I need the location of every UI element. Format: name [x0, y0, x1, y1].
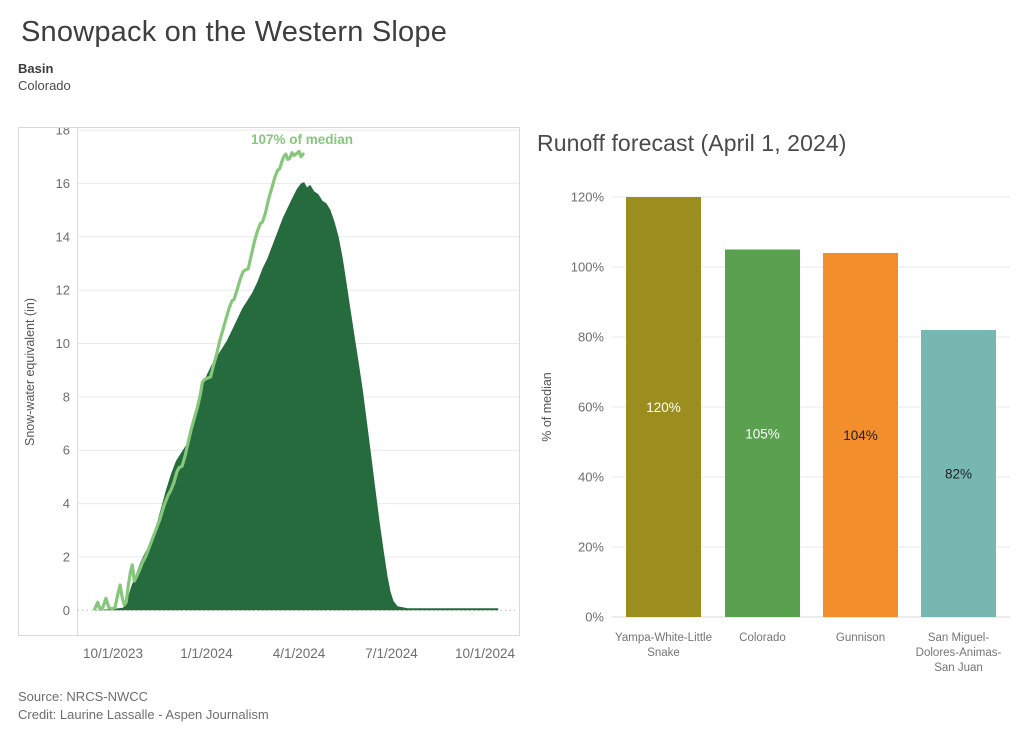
category-label: Gunnison: [836, 632, 885, 644]
x-tick-label: 4/1/2024: [273, 646, 326, 661]
y-tick-label: 10: [56, 336, 70, 351]
y-tick-label: 14: [56, 229, 70, 244]
page-title: Snowpack on the Western Slope: [21, 16, 448, 48]
runoff-chart: Runoff forecast (April 1, 2024) 0% 20% 40%…: [537, 130, 1024, 690]
snowpack-chart-canvas: 0 2 4 6 8 10 12 14 16 18 107% of median Snow-water …: [18, 127, 520, 661]
y-tick-label: 60%: [578, 400, 604, 415]
median-snowpack-area[interactable]: [94, 182, 499, 611]
panel-border: [18, 127, 520, 636]
x-tick-label: 10/1/2023: [83, 646, 143, 661]
bar-value-label: 82%: [945, 467, 972, 482]
y-tick-label: 6: [63, 443, 70, 458]
y-axis-title: % of median: [540, 372, 554, 442]
source-note: Source: NRCS-NWCC: [18, 689, 149, 704]
x-tick-label: 10/1/2024: [455, 646, 516, 661]
y-tick-label: 8: [63, 389, 70, 404]
y-tick-label: 0: [63, 603, 70, 618]
runoff-bar-1[interactable]: [626, 197, 701, 617]
y-tick-label: 16: [56, 176, 70, 191]
basin-filter-label: Basin: [18, 61, 54, 76]
y-tick-label: 0%: [585, 610, 604, 625]
runoff-chart-title: Runoff forecast (April 1, 2024): [537, 130, 847, 156]
x-tick-label: 1/1/2024: [180, 646, 233, 661]
y-tick-label: 2: [63, 549, 70, 564]
y-tick-label: 4: [63, 496, 70, 511]
runoff-chart-canvas: 0% 20% 40% 60% 80% 100% 120% 120% Yampa-White-Li…: [540, 190, 1010, 674]
y-tick-label: 18: [56, 127, 70, 138]
basin-filter: Basin Colorado: [18, 61, 71, 94]
snowpack-chart: 0 2 4 6 8 10 12 14 16 18 107% of median Snow-water …: [18, 127, 520, 672]
y-tick-label: 12: [56, 283, 70, 298]
median-annotation: 107% of median: [251, 132, 353, 147]
current-snowpack-line[interactable]: [93, 149, 305, 611]
footer-notes: Source: NRCS-NWCC Credit: Laurine Lassal…: [18, 688, 269, 724]
basin-filter-value[interactable]: Colorado: [18, 78, 71, 93]
y-tick-label: 120%: [571, 190, 605, 205]
y-tick-label: 20%: [578, 540, 604, 555]
category-label: San Miguel-Dolores-Animas-San Juan: [916, 632, 1002, 674]
runoff-bar-4[interactable]: [921, 330, 996, 617]
credit-note: Credit: Laurine Lassalle - Aspen Journal…: [18, 707, 269, 722]
y-tick-label: 80%: [578, 330, 604, 345]
category-label: Colorado: [739, 632, 786, 644]
y-tick-label: 100%: [571, 260, 605, 275]
bar-value-label: 105%: [745, 426, 780, 441]
category-label: Yampa-White-Little Snake: [615, 632, 712, 659]
x-tick-label: 7/1/2024: [365, 646, 418, 661]
y-tick-label: 40%: [578, 470, 604, 485]
bar-value-label: 104%: [843, 428, 878, 443]
runoff-bar-2[interactable]: [725, 249, 800, 618]
y-axis-title: Snow-water equivalent (in): [23, 298, 37, 446]
runoff-bar-3[interactable]: [823, 253, 898, 617]
bar-value-label: 120%: [646, 400, 681, 415]
